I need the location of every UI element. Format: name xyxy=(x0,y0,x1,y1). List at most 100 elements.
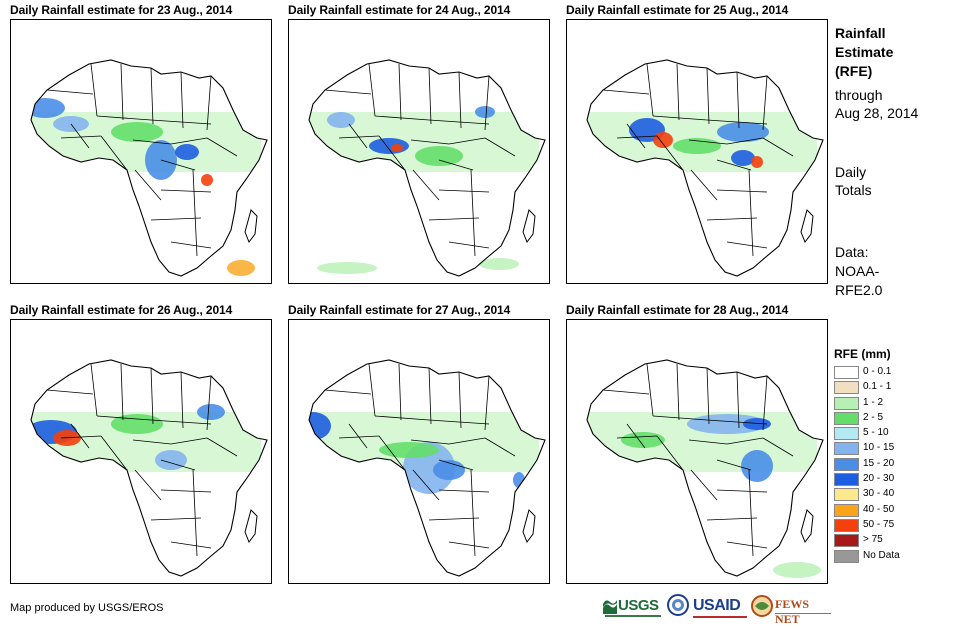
country-border xyxy=(602,89,650,95)
country-border xyxy=(438,459,474,471)
country-border xyxy=(348,423,368,449)
coastline xyxy=(308,359,546,577)
country-border xyxy=(428,119,490,125)
fewsnet-logo: FEWS NET xyxy=(751,594,835,626)
country-border xyxy=(656,435,684,471)
country-border xyxy=(378,435,406,471)
country-border xyxy=(70,123,90,149)
country-border xyxy=(120,63,124,121)
country-border xyxy=(134,469,162,501)
country-border xyxy=(748,469,754,557)
country-border xyxy=(192,469,198,557)
legend-label: 50 - 75 xyxy=(863,518,895,530)
country-border xyxy=(170,437,208,445)
legend-label: 0 - 0.1 xyxy=(863,366,892,377)
country-border xyxy=(448,541,490,549)
country-border xyxy=(690,469,718,501)
panel-title: Daily Rainfall estimate for 27 Aug., 201… xyxy=(288,303,511,317)
legend-label: 2 - 5 xyxy=(863,411,884,423)
country-border xyxy=(706,419,768,425)
country-border xyxy=(348,123,368,149)
country-border xyxy=(690,169,718,201)
legend-label: 40 - 50 xyxy=(863,503,895,515)
legend-swatch xyxy=(834,442,859,456)
country-border xyxy=(412,469,440,501)
legend-swatch xyxy=(834,518,859,532)
country-border xyxy=(428,517,480,521)
madagascar-outline xyxy=(800,209,814,244)
rain-area xyxy=(111,122,163,142)
legend-swatch xyxy=(834,549,859,563)
rain-area xyxy=(415,146,463,166)
totals-line1: Daily xyxy=(835,164,867,180)
coastline xyxy=(586,59,824,277)
africa-map-svg xyxy=(308,59,546,277)
legend-swatch xyxy=(834,534,859,548)
country-border xyxy=(652,415,708,421)
legend-swatch xyxy=(834,503,859,517)
legend-label: > 75 xyxy=(863,534,883,546)
country-border xyxy=(602,389,650,395)
country-border xyxy=(206,137,238,157)
country-border xyxy=(748,169,754,257)
country-border xyxy=(206,375,212,431)
coastline xyxy=(30,359,268,577)
country-border xyxy=(726,137,764,145)
country-border xyxy=(206,437,238,457)
country-border xyxy=(410,139,450,145)
legend-label: 10 - 15 xyxy=(863,442,895,454)
country-border xyxy=(726,541,768,549)
country-border xyxy=(458,371,462,429)
country-border xyxy=(762,75,768,131)
country-border xyxy=(150,119,212,125)
country-border xyxy=(374,415,430,421)
country-border xyxy=(150,67,154,125)
map-panel-aug25: Daily Rainfall estimate for 25 Aug., 201… xyxy=(566,3,828,284)
rainfall-map xyxy=(566,19,828,284)
panel-title: Daily Rainfall estimate for 26 Aug., 201… xyxy=(10,303,233,317)
map-panel-aug28: Daily Rainfall estimate for 28 Aug., 201… xyxy=(566,303,828,584)
logos: USGS USAID FEWS NET xyxy=(603,594,835,626)
ocean-rain-area xyxy=(317,262,377,274)
country-border xyxy=(398,363,402,421)
country-border xyxy=(180,371,184,429)
country-border xyxy=(652,115,708,121)
rain-area xyxy=(201,174,213,186)
country-border xyxy=(428,217,480,221)
country-border xyxy=(150,217,202,221)
legend-label: 20 - 30 xyxy=(863,473,895,485)
legend-swatch xyxy=(834,366,859,379)
map-panel-aug27: Daily Rainfall estimate for 27 Aug., 201… xyxy=(288,303,550,584)
panel-title: Daily Rainfall estimate for 28 Aug., 201… xyxy=(566,303,789,317)
rain-area xyxy=(111,414,163,434)
country-border xyxy=(398,63,402,121)
ocean-rain-area xyxy=(479,258,519,270)
country-border xyxy=(46,389,94,395)
data-source-line3: RFE2.0 xyxy=(835,282,883,298)
country-border xyxy=(192,169,198,257)
country-border xyxy=(120,363,124,421)
legend-swatch xyxy=(834,427,859,441)
map-credit: Map produced by USGS/EROS xyxy=(10,602,164,614)
country-border xyxy=(160,159,196,171)
rain-area xyxy=(673,138,721,154)
sidebar-title-line3: (RFE) xyxy=(835,63,873,79)
coastline xyxy=(30,59,268,277)
data-source-line2: NOAA- xyxy=(835,263,880,279)
legend-swatch xyxy=(834,381,859,395)
panel-title: Daily Rainfall estimate for 23 Aug., 201… xyxy=(10,3,233,17)
country-border xyxy=(324,89,372,95)
country-border xyxy=(688,139,728,145)
rain-area xyxy=(751,156,763,168)
country-border xyxy=(484,137,516,157)
africa-map-svg xyxy=(308,359,546,577)
madagascar-outline xyxy=(244,509,258,544)
rain-area xyxy=(31,98,65,118)
rain-area xyxy=(687,414,767,434)
rain-area xyxy=(391,144,403,152)
country-border xyxy=(676,363,680,421)
country-border xyxy=(96,115,152,121)
coastline xyxy=(308,59,546,277)
rainfall-map xyxy=(288,19,550,284)
madagascar-outline xyxy=(800,509,814,544)
